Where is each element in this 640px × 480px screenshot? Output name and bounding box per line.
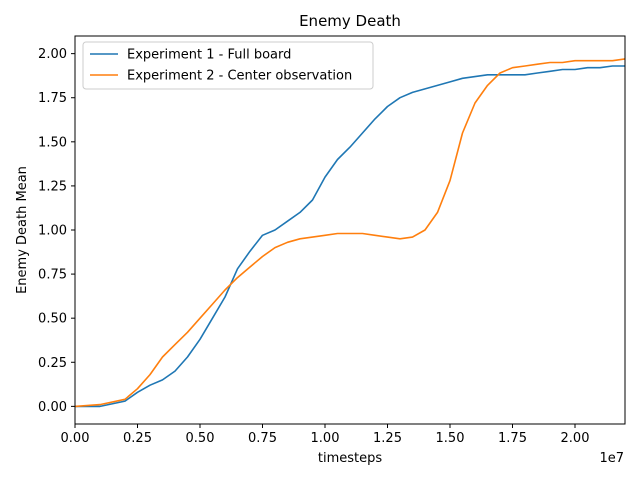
x-tick-label: 1.25: [373, 431, 402, 446]
y-tick-label: 2.00: [38, 47, 67, 62]
chart-title: Enemy Death: [299, 12, 401, 30]
y-tick-label: 1.25: [38, 179, 67, 194]
x-tick-label: 1.00: [311, 431, 340, 446]
series-line-1: [75, 65, 625, 408]
legend: Experiment 1 - Full board Experiment 2 - …: [82, 41, 374, 90]
series-line-2: [74, 58, 626, 408]
y-tick-label: 0.75: [38, 268, 67, 283]
legend-label-1: Experiment 1 - Full board: [127, 48, 291, 63]
x-axis-offset-label: 1e7: [599, 451, 624, 466]
y-tick-label: 0.00: [38, 400, 67, 415]
legend-box: [82, 41, 374, 90]
x-tick-label: 0.00: [61, 431, 90, 446]
plot-area: [74, 58, 626, 408]
y-tick-label: 1.50: [38, 135, 67, 150]
x-tick-label: 0.25: [123, 431, 152, 446]
y-tick-label: 0.25: [38, 356, 67, 371]
x-tick-label: 1.50: [436, 431, 465, 446]
y-axis-label: Enemy Death Mean: [15, 166, 30, 294]
x-axis-label: timesteps: [318, 451, 382, 466]
x-tick-label: 0.75: [248, 431, 277, 446]
x-tick-label: 2.00: [561, 431, 590, 446]
y-tick-label: 1.00: [38, 224, 67, 239]
axes: 0.00 0.25 0.50 0.75 1.00 1.25 1.50 1.75 2.00 0.00…: [38, 35, 626, 446]
x-tick-label: 0.50: [186, 431, 215, 446]
x-tick-label: 1.75: [498, 431, 527, 446]
legend-label-2: Experiment 2 - Center observation: [127, 69, 352, 84]
y-tick-label: 1.75: [38, 91, 67, 106]
y-tick-label: 0.50: [38, 312, 67, 327]
